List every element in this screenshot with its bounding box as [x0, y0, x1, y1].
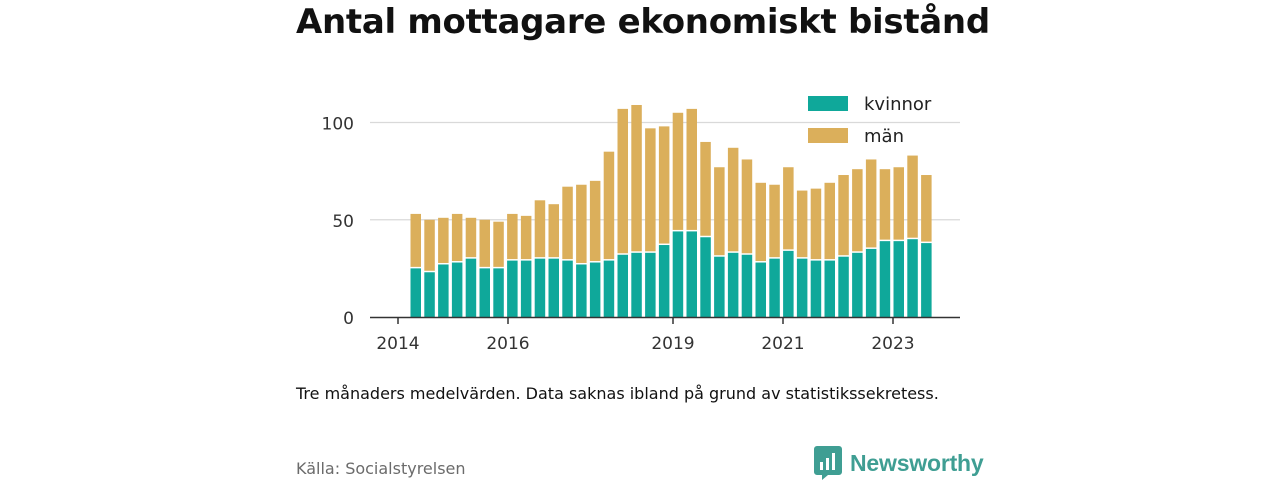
bar-kvinnor	[741, 254, 753, 317]
bar-män	[769, 184, 780, 258]
bar-män	[879, 169, 891, 240]
bar-män	[645, 128, 656, 252]
bar-kvinnor	[658, 245, 670, 317]
bar-kvinnor	[921, 243, 932, 317]
source-credit: Källa: Socialstyrelsen	[296, 459, 466, 478]
bar-män	[783, 167, 794, 250]
bar-män	[576, 184, 587, 263]
legend-swatch-män	[808, 128, 848, 143]
bar-män	[741, 159, 753, 254]
bar-män	[796, 190, 808, 258]
bar-män	[810, 188, 822, 260]
bar-män	[589, 180, 601, 262]
bar-kvinnor	[465, 258, 477, 317]
bar-kvinnor	[631, 252, 642, 317]
bar-män	[424, 219, 435, 271]
y-tick-label: 50	[332, 212, 354, 232]
bar-kvinnor	[796, 258, 808, 317]
bar-kvinnor	[479, 268, 490, 317]
newsworthy-logo-icon	[814, 446, 842, 480]
x-tick-label: 2021	[761, 334, 804, 354]
brand-logo: Newsworthy	[814, 446, 984, 480]
x-tick-label: 2016	[486, 334, 529, 354]
bar-män	[548, 204, 559, 258]
stacked-bar-chart: 0 50 100 2014 2016 2019 2021 2023 kvinnor män	[322, 94, 960, 354]
bar-män	[465, 217, 477, 258]
bar-män	[631, 104, 642, 252]
bar-kvinnor	[893, 241, 904, 317]
x-tick-label: 2019	[651, 334, 694, 354]
bar-män	[438, 217, 449, 263]
bar-kvinnor	[548, 258, 559, 317]
bar-män	[714, 167, 725, 256]
bar-män	[520, 215, 532, 260]
bar-män	[852, 169, 863, 252]
bar-kvinnor	[714, 256, 725, 317]
bar-män	[824, 182, 835, 260]
bar-män	[755, 182, 766, 262]
bar-kvinnor	[438, 264, 449, 317]
bar-kvinnor	[769, 258, 780, 317]
bar-kvinnor	[603, 260, 615, 317]
bar-män	[727, 147, 739, 252]
bar-kvinnor	[410, 268, 421, 317]
bar-män	[700, 141, 711, 236]
bar-män	[921, 175, 932, 242]
bars	[410, 104, 932, 317]
x-axis-ticks: 2014 2016 2019 2021 2023	[376, 317, 915, 354]
y-tick-label: 0	[343, 309, 354, 329]
bar-kvinnor	[686, 231, 697, 317]
x-tick-label: 2023	[871, 334, 914, 354]
bar-män	[672, 112, 684, 230]
bar-män	[562, 186, 573, 260]
bar-kvinnor	[727, 252, 739, 317]
bar-män	[865, 159, 877, 248]
bar-män	[686, 108, 697, 230]
bar-män	[493, 221, 504, 267]
bar-kvinnor	[755, 262, 766, 317]
bar-kvinnor	[865, 248, 877, 317]
bar-män	[451, 213, 463, 262]
bar-kvinnor	[907, 239, 918, 317]
bar-män	[534, 200, 546, 258]
y-axis-labels: 0 50 100	[322, 115, 354, 330]
legend-label-män: män	[864, 126, 904, 147]
legend: kvinnor män	[808, 94, 932, 147]
bar-kvinnor	[824, 260, 835, 317]
bar-kvinnor	[645, 252, 656, 317]
bar-kvinnor	[810, 260, 822, 317]
bar-kvinnor	[852, 252, 863, 317]
bar-kvinnor	[493, 268, 504, 317]
bar-män	[479, 219, 490, 267]
bar-kvinnor	[589, 262, 601, 317]
y-tick-label: 100	[322, 115, 354, 135]
bar-kvinnor	[451, 262, 463, 317]
brand-name: Newsworthy	[850, 449, 984, 476]
legend-swatch-kvinnor	[808, 96, 848, 111]
bar-män	[893, 167, 904, 240]
bar-kvinnor	[520, 260, 532, 317]
x-tick-label: 2014	[376, 334, 419, 354]
bar-män	[617, 108, 628, 254]
bar-kvinnor	[783, 250, 794, 317]
legend-label-kvinnor: kvinnor	[864, 94, 932, 115]
bar-kvinnor	[617, 254, 628, 317]
bar-kvinnor	[879, 241, 891, 317]
bar-kvinnor	[424, 272, 435, 317]
bar-män	[658, 126, 670, 244]
chart-title: Antal mottagare ekonomiskt bistånd	[296, 2, 990, 42]
bar-män	[907, 155, 918, 238]
bar-kvinnor	[534, 258, 546, 317]
bar-kvinnor	[576, 264, 587, 317]
bar-kvinnor	[672, 231, 684, 317]
bar-kvinnor	[838, 256, 849, 317]
bar-män	[507, 213, 518, 260]
bar-män	[838, 175, 849, 256]
bar-kvinnor	[507, 260, 518, 317]
bar-män	[603, 151, 615, 260]
bar-kvinnor	[562, 260, 573, 317]
chart-note: Tre månaders medelvärden. Data saknas ib…	[296, 384, 939, 403]
bar-kvinnor	[700, 237, 711, 317]
bar-män	[410, 213, 421, 267]
